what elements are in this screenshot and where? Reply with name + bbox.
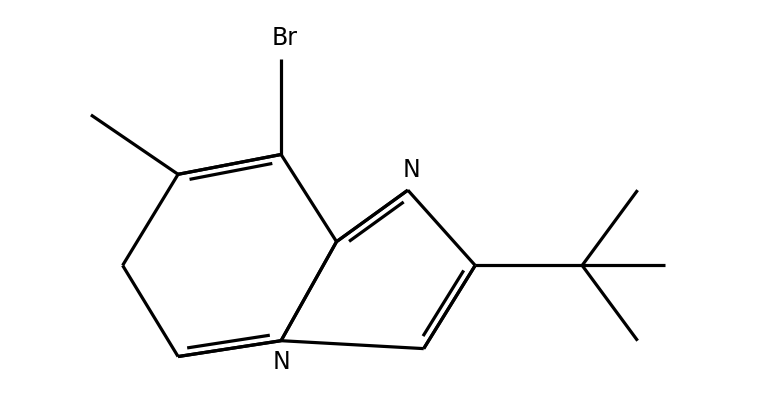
Text: Br: Br <box>272 26 298 50</box>
Text: N: N <box>403 158 421 182</box>
Text: N: N <box>272 350 290 374</box>
